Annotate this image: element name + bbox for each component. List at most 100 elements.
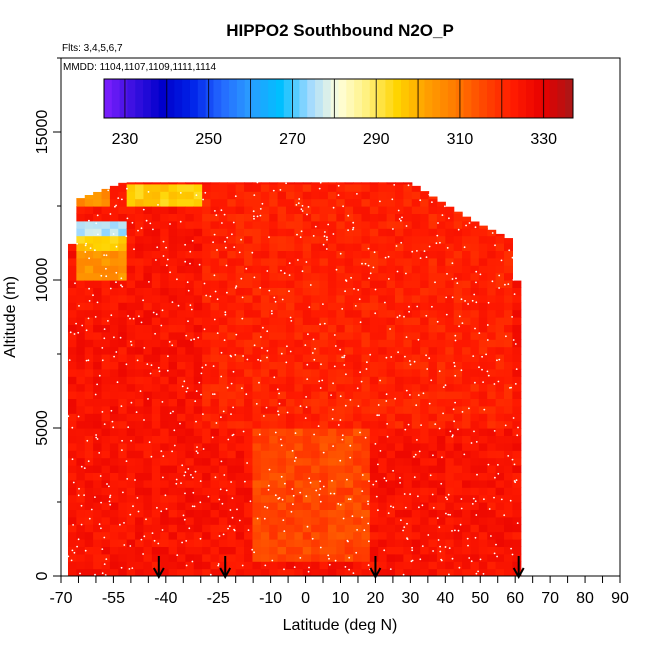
heatmap-cell	[218, 250, 228, 259]
heatmap-cell	[353, 435, 363, 444]
heatmap-cell	[244, 553, 254, 562]
heatmap-cell	[93, 524, 103, 533]
heatmap-cell	[135, 331, 145, 340]
heatmap-cell	[126, 213, 136, 222]
track-point	[105, 267, 107, 270]
track-point	[390, 356, 393, 358]
heatmap-cell	[260, 502, 270, 510]
track-point	[386, 423, 388, 425]
heatmap-cell	[176, 346, 186, 355]
heatmap-cell	[311, 368, 321, 377]
heatmap-cell	[411, 185, 421, 192]
track-point	[404, 355, 406, 358]
track-point	[377, 404, 380, 406]
heatmap-cell	[185, 472, 195, 481]
track-point	[439, 241, 441, 244]
heatmap-cell	[176, 420, 186, 429]
heatmap-cell	[512, 472, 522, 481]
track-point	[403, 315, 405, 318]
track-point	[143, 347, 146, 349]
heatmap-cell	[361, 553, 371, 562]
heatmap-cell	[101, 524, 111, 533]
heatmap-cell	[512, 294, 522, 303]
heatmap-field	[67, 182, 522, 576]
track-point	[233, 528, 236, 531]
heatmap-cell	[495, 331, 505, 340]
heatmap-cell	[135, 346, 145, 355]
heatmap-cell	[84, 516, 94, 525]
heatmap-cell	[411, 457, 421, 466]
heatmap-cell	[470, 383, 480, 392]
heatmap-cell	[185, 331, 195, 340]
track-point	[253, 194, 256, 197]
heatmap-cell	[176, 198, 186, 207]
heatmap-cell	[244, 339, 254, 348]
track-point	[343, 356, 345, 359]
heatmap-cell	[353, 450, 363, 459]
track-point	[157, 542, 160, 545]
heatmap-cell	[286, 324, 295, 333]
heatmap-cell	[160, 213, 170, 222]
heatmap-cell	[101, 383, 111, 392]
track-point	[274, 300, 277, 303]
heatmap-cell	[286, 457, 295, 466]
heatmap-cell	[344, 413, 354, 422]
heatmap-cell	[445, 287, 455, 296]
heatmap-cell	[462, 413, 472, 422]
heatmap-cell	[269, 435, 279, 444]
heatmap-cell	[378, 472, 388, 481]
heatmap-cell	[478, 561, 488, 570]
track-point	[474, 327, 476, 330]
heatmap-cell	[428, 561, 438, 570]
heatmap-cell	[151, 457, 161, 466]
heatmap-cell	[478, 524, 488, 533]
track-point	[474, 381, 476, 384]
track-point	[438, 427, 441, 430]
heatmap-cell	[336, 280, 346, 288]
heatmap-cell	[218, 228, 228, 237]
heatmap-cell	[428, 198, 438, 207]
heatmap-cell	[395, 228, 404, 237]
heatmap-cell	[311, 339, 321, 348]
track-point	[356, 529, 358, 531]
heatmap-cell	[453, 317, 463, 325]
heatmap-cell	[462, 235, 472, 244]
heatmap-cell	[252, 405, 262, 414]
heatmap-cell	[319, 272, 329, 281]
heatmap-cell	[420, 413, 430, 422]
heatmap-cell	[445, 539, 455, 547]
heatmap-cell	[294, 220, 304, 229]
heatmap-cell	[168, 265, 178, 274]
heatmap-cell	[361, 465, 371, 473]
heatmap-cell	[420, 272, 430, 281]
heatmap-cell	[227, 228, 237, 237]
heatmap-cell	[269, 182, 279, 185]
track-point	[181, 464, 184, 467]
heatmap-cell	[109, 324, 119, 333]
heatmap-cell	[151, 442, 161, 451]
track-point	[438, 370, 441, 373]
track-point	[385, 393, 388, 396]
heatmap-cell	[445, 272, 455, 281]
track-point	[222, 533, 225, 536]
heatmap-cell	[227, 331, 237, 340]
track-point	[328, 557, 330, 560]
track-point	[103, 337, 106, 340]
heatmap-cell	[269, 494, 279, 503]
heatmap-cell	[302, 265, 312, 274]
track-point	[138, 315, 140, 318]
heatmap-cell	[193, 331, 203, 340]
heatmap-cell	[143, 250, 153, 259]
heatmap-cell	[395, 539, 404, 547]
heatmap-cell	[436, 428, 446, 436]
heatmap-cell	[495, 233, 505, 237]
track-point	[376, 414, 379, 417]
track-point	[225, 489, 228, 492]
heatmap-cell	[302, 442, 312, 451]
track-point	[156, 246, 159, 249]
track-point	[150, 364, 153, 366]
heatmap-cell	[118, 516, 128, 525]
heatmap-cell	[286, 524, 295, 533]
track-point	[156, 506, 158, 509]
heatmap-cell	[101, 509, 111, 518]
